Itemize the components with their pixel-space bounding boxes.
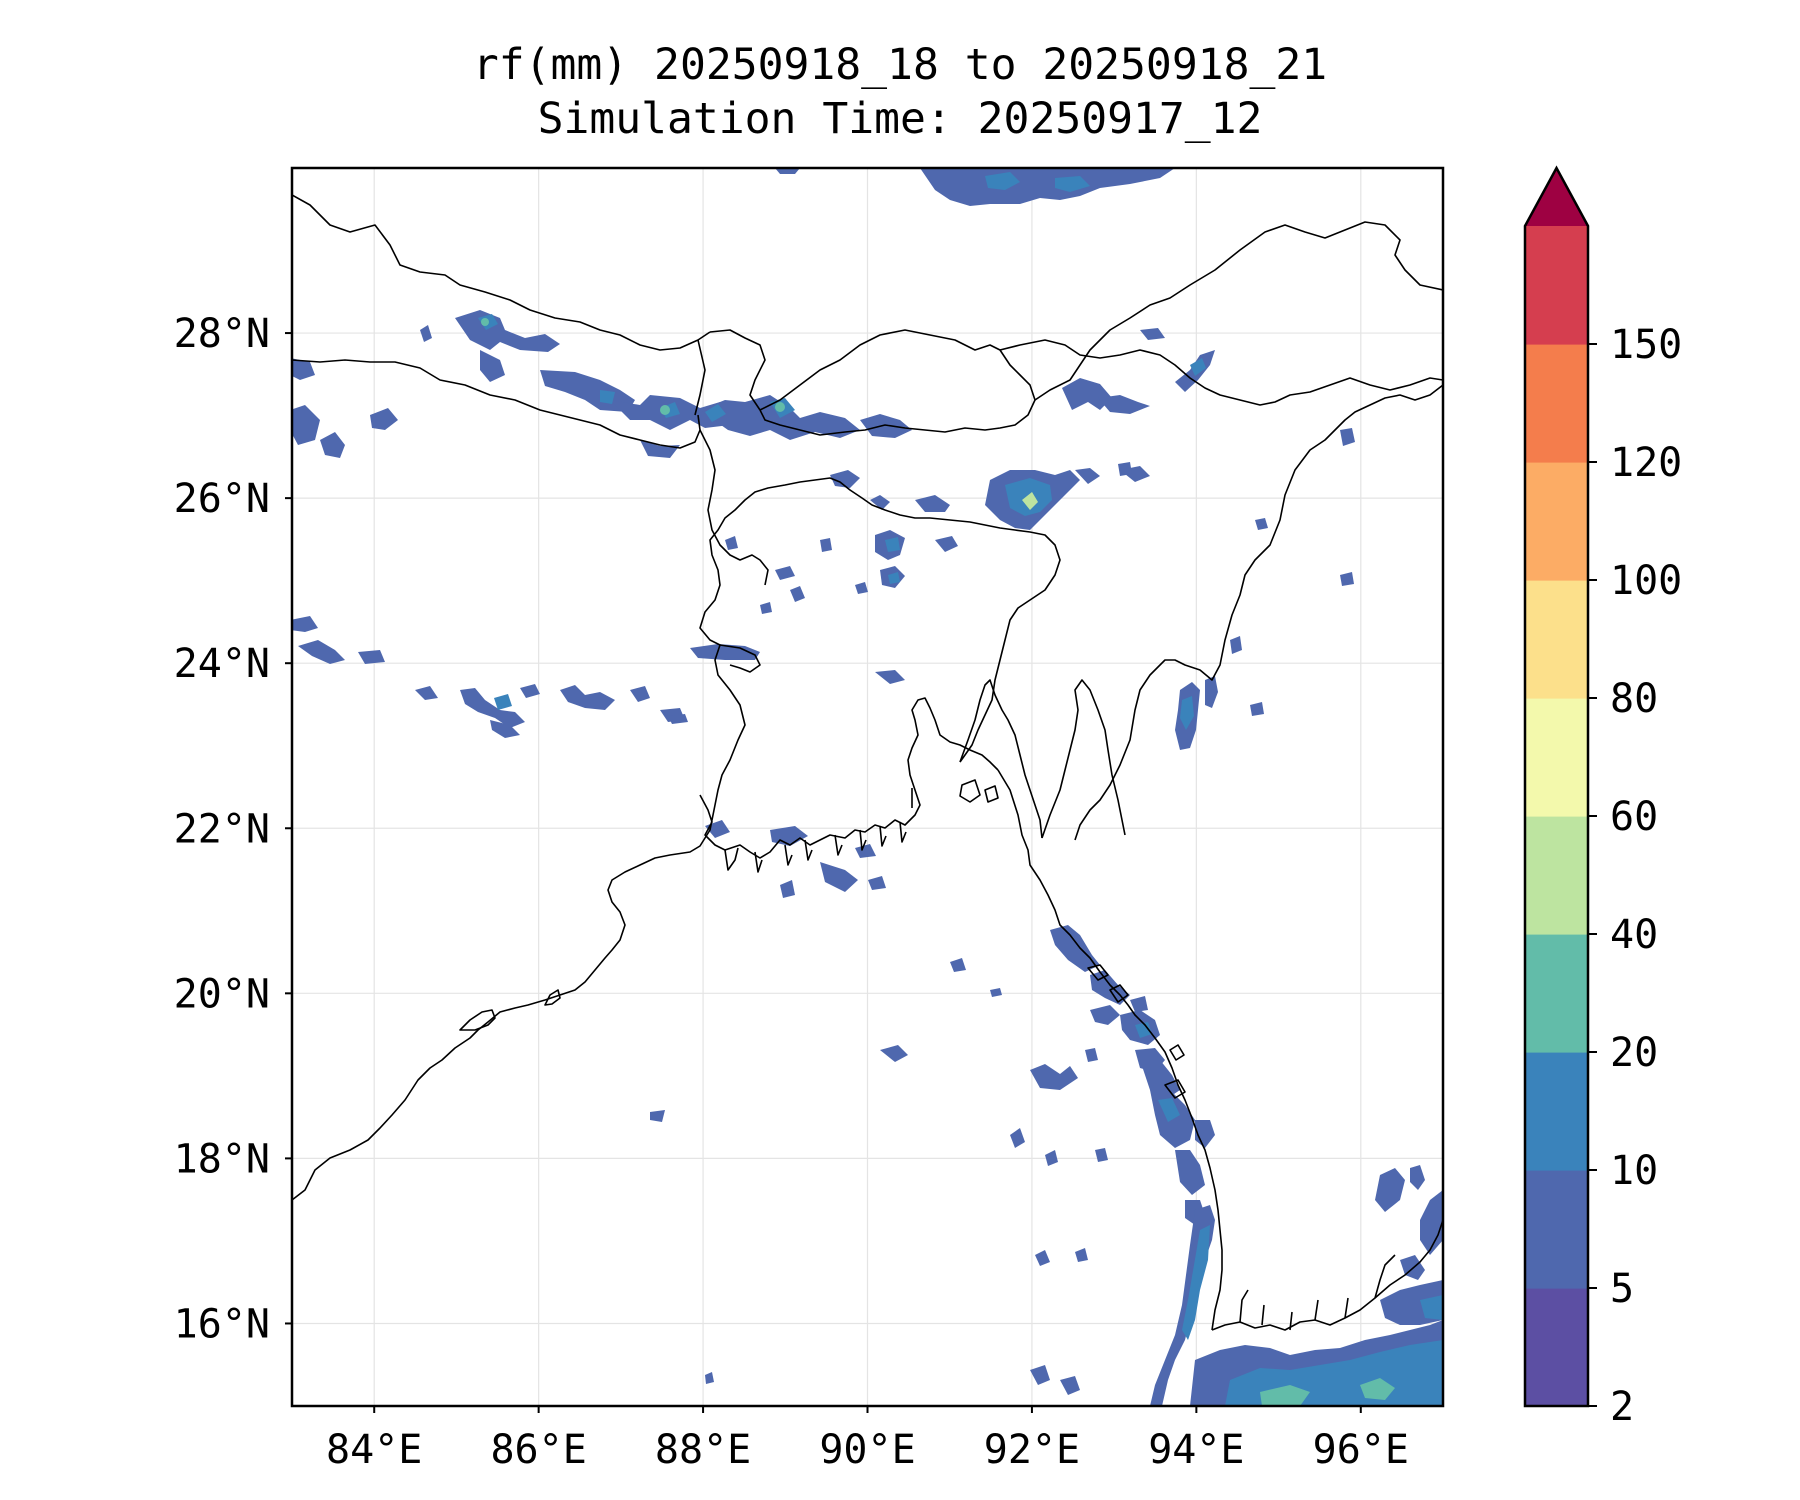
border-tripura bbox=[959, 679, 1043, 839]
colorbar-label: 120 bbox=[1610, 440, 1682, 486]
colorbar-label: 150 bbox=[1610, 322, 1682, 368]
lon-tick-label: 96°E bbox=[1313, 1427, 1409, 1473]
rain-peak-south bbox=[1260, 1378, 1395, 1406]
colorbar-segment bbox=[1525, 698, 1588, 817]
border-bihar-bengal bbox=[719, 644, 761, 673]
coastline-bhola bbox=[959, 779, 999, 803]
lat-tick-label: 24°N bbox=[174, 641, 270, 687]
rain-cluster-himalaya bbox=[292, 310, 912, 458]
lat-tick-label: 16°N bbox=[174, 1301, 270, 1347]
colorbar-label: 5 bbox=[1610, 1266, 1634, 1312]
longitude-axis: 84°E 86°E 88°E 90°E 92°E 94°E 96°E bbox=[326, 1406, 1409, 1473]
coastlines-and-borders bbox=[292, 194, 1443, 1331]
lat-tick-label: 18°N bbox=[174, 1136, 270, 1182]
colorbar-segment bbox=[1525, 1170, 1588, 1289]
colorbar-segment bbox=[1525, 580, 1588, 699]
rain-peak-himalaya bbox=[481, 318, 785, 415]
rain-core-northeast bbox=[885, 358, 1206, 584]
coastline-chilika bbox=[544, 989, 561, 1006]
colorbar-label: 10 bbox=[1610, 1148, 1658, 1194]
lat-tick-label: 26°N bbox=[174, 476, 270, 522]
colorbar-segment bbox=[1525, 1288, 1588, 1407]
coastline-rakhine-islands bbox=[1087, 964, 1129, 1003]
colorbar-segment bbox=[1525, 1052, 1588, 1171]
colorbar-label: 20 bbox=[1610, 1030, 1658, 1076]
coastline-india-east bbox=[292, 819, 713, 1201]
lon-tick-label: 94°E bbox=[1148, 1427, 1244, 1473]
colorbar-segment bbox=[1525, 934, 1588, 1053]
rain-core-east-hills bbox=[1180, 696, 1194, 730]
map-gridlines bbox=[292, 168, 1443, 1406]
title-line-2: Simulation Time: 20250917_12 bbox=[537, 94, 1263, 144]
lon-tick-label: 86°E bbox=[490, 1427, 586, 1473]
colorbar-segment bbox=[1525, 462, 1588, 581]
border-india-myanmar bbox=[1074, 384, 1443, 841]
title-line-1: rf(mm) 20250918_18 to 20250918_21 bbox=[472, 40, 1328, 90]
colorbar-extend-arrow bbox=[1525, 168, 1588, 226]
lat-tick-label: 22°N bbox=[174, 806, 270, 852]
colorbar-label: 40 bbox=[1610, 912, 1658, 958]
rain-core-rakhine bbox=[1135, 1022, 1180, 1122]
lat-tick-label: 28°N bbox=[174, 311, 270, 357]
border-sikkim bbox=[694, 329, 766, 416]
rain-cluster-bay bbox=[650, 820, 1108, 1266]
coastline-irrawaddy-delta bbox=[1211, 1219, 1443, 1331]
lon-tick-label: 90°E bbox=[819, 1427, 915, 1473]
coastline-sundarbans-inlets bbox=[724, 788, 913, 873]
border-west-bengal-north bbox=[699, 429, 769, 586]
colorbar: 2 5 10 20 40 60 80 100 120 150 bbox=[1523, 165, 1682, 1430]
rain-core-central bbox=[494, 694, 512, 710]
colorbar-segment bbox=[1525, 226, 1588, 345]
rain-core-tibet bbox=[985, 172, 1090, 192]
colorbar-label: 2 bbox=[1610, 1384, 1634, 1430]
colorbar-outline bbox=[1523, 165, 1590, 1408]
colorbar-segment bbox=[1525, 344, 1588, 463]
rain-cluster-central bbox=[292, 536, 905, 738]
border-arunachal-assam bbox=[999, 339, 1443, 406]
colorbar-label: 100 bbox=[1610, 558, 1682, 604]
border-nepal-china-north bbox=[292, 194, 711, 351]
coastline-ramree bbox=[1164, 1079, 1186, 1099]
lat-tick-label: 20°N bbox=[174, 971, 270, 1017]
coastline-cheduba bbox=[1169, 1044, 1185, 1061]
coastline-myanmar-west bbox=[997, 769, 1223, 1331]
border-bangladesh bbox=[699, 477, 1061, 821]
rainfall-shading bbox=[292, 168, 1443, 1406]
border-nepal-india-south bbox=[292, 359, 701, 449]
coastline-bengal-delta bbox=[699, 697, 999, 859]
map-title: rf(mm) 20250918_18 to 20250918_21 Simula… bbox=[0, 38, 1800, 146]
lon-tick-label: 88°E bbox=[655, 1427, 751, 1473]
border-arunachal-china bbox=[1034, 221, 1443, 401]
rain-cluster-northeast bbox=[830, 328, 1355, 588]
border-mizoram bbox=[1041, 679, 1126, 839]
colorbar-label: 60 bbox=[1610, 794, 1658, 840]
colorbar-segment bbox=[1525, 816, 1588, 935]
rain-cluster-east-hills bbox=[1175, 518, 1354, 750]
latitude-axis: 16°N 18°N 20°N 22°N 24°N 26°N 28°N bbox=[174, 311, 292, 1347]
colorbar-label: 80 bbox=[1610, 676, 1658, 722]
lon-tick-label: 92°E bbox=[984, 1427, 1080, 1473]
coastline-delta-inlets bbox=[1239, 1254, 1396, 1331]
rain-peak-northeast bbox=[1022, 492, 1038, 510]
coastline-orissa-detail bbox=[459, 1009, 496, 1031]
lon-tick-label: 84°E bbox=[326, 1427, 422, 1473]
rain-cluster-tibet bbox=[775, 168, 1175, 206]
